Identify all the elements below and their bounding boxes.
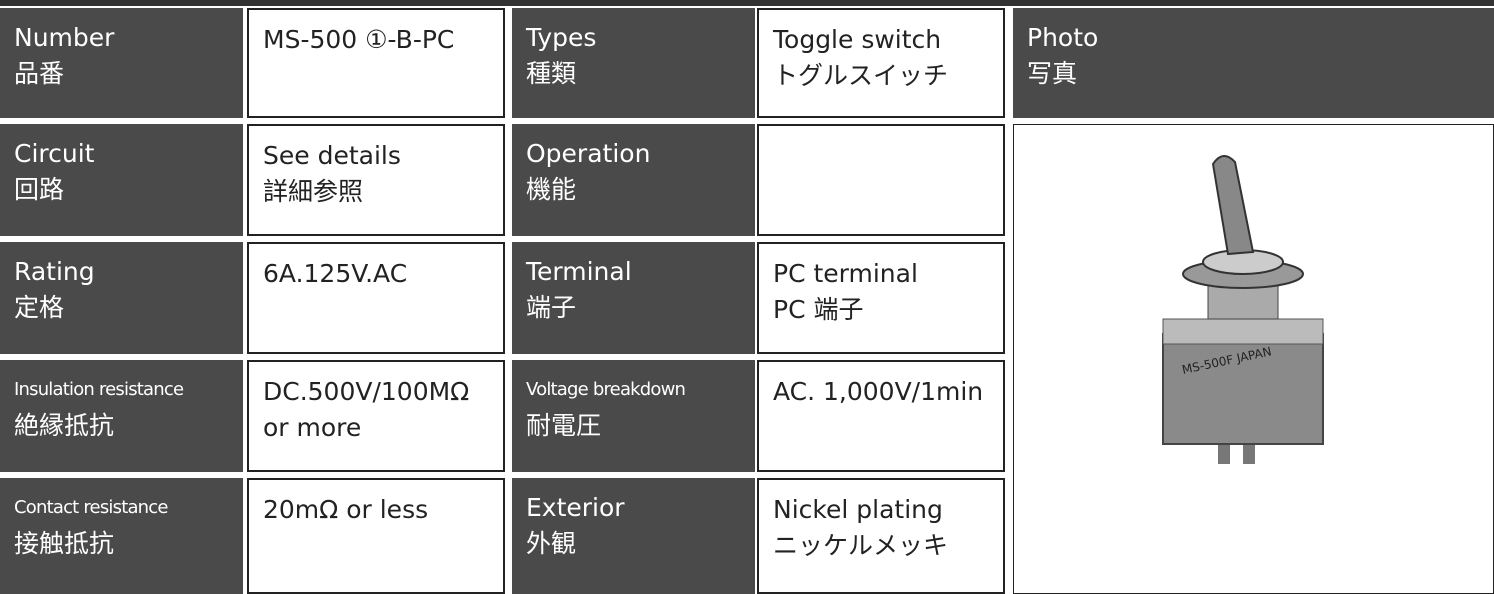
cell-text: Number	[14, 23, 115, 52]
label-cell: Rating 定格	[0, 242, 243, 354]
value-cell: Toggle switch トグルスイッチ	[757, 8, 1005, 118]
label-cell: Types 種類	[512, 8, 755, 118]
label-cell: Number 品番	[0, 8, 243, 118]
cell-text: DC.500V/100MΩ	[263, 377, 470, 406]
cell-text: Voltage breakdown	[526, 379, 686, 400]
cell-text: 端子	[526, 293, 577, 322]
cell-text: 品番	[14, 59, 65, 88]
cell-text: Photo	[1027, 23, 1099, 52]
value-cell: AC. 1,000V/1min	[757, 360, 1005, 472]
photo-image: MS-500F JAPAN	[1013, 124, 1494, 594]
cell-text: Insulation resistance	[14, 379, 184, 400]
cell-text: トグルスイッチ	[773, 61, 949, 90]
cell-text: 詳細参照	[263, 177, 364, 206]
label-cell: Voltage breakdown 耐電圧	[512, 360, 755, 472]
cell-text: Circuit	[14, 139, 95, 168]
top-bar	[0, 0, 1494, 6]
cell-text: or more	[263, 413, 362, 442]
cell-text: Terminal	[526, 257, 632, 286]
value-cell: PC terminal PC 端子	[757, 242, 1005, 354]
cell-text: 6A.125V.AC	[263, 259, 408, 288]
value-cell: Nickel plating ニッケルメッキ	[757, 478, 1005, 594]
cell-text: 絶縁抵抗	[14, 411, 115, 440]
cell-text: See details	[263, 141, 401, 170]
cell-text: 写真	[1027, 59, 1078, 88]
label-cell: Exterior 外観	[512, 478, 755, 594]
cell-text: Exterior	[526, 493, 625, 522]
cell-text: PC terminal	[773, 259, 918, 288]
cell-text: Rating	[14, 257, 95, 286]
cell-text: PC 端子	[773, 295, 864, 324]
cell-text: AC. 1,000V/1min	[773, 377, 984, 406]
cell-text: Toggle switch	[773, 25, 942, 54]
value-cell: 6A.125V.AC	[247, 242, 505, 354]
value-cell	[757, 124, 1005, 236]
cell-text: 耐電圧	[526, 411, 602, 440]
photo-header: Photo 写真	[1013, 8, 1494, 118]
cell-text: MS-500 ①-B-PC	[263, 25, 455, 54]
cell-text: 機能	[526, 175, 577, 204]
label-cell: Contact resistance 接触抵抗	[0, 478, 243, 594]
label-cell: Circuit 回路	[0, 124, 243, 236]
label-cell: Insulation resistance 絶縁抵抗	[0, 360, 243, 472]
label-cell: Operation 機能	[512, 124, 755, 236]
cell-text: 外観	[526, 529, 577, 558]
cell-text: Contact resistance	[14, 497, 168, 518]
cell-text: Operation	[526, 139, 651, 168]
value-cell: 20mΩ or less	[247, 478, 505, 594]
cell-text: Nickel plating	[773, 495, 943, 524]
cell-text: 種類	[526, 59, 577, 88]
value-cell: MS-500 ①-B-PC	[247, 8, 505, 118]
cell-text: ニッケルメッキ	[773, 531, 949, 560]
label-cell: Terminal 端子	[512, 242, 755, 354]
cell-text: 接触抵抗	[14, 529, 115, 558]
cell-text: Types	[526, 23, 597, 52]
cell-text: 20mΩ or less	[263, 495, 429, 524]
value-cell: DC.500V/100MΩ or more	[247, 360, 505, 472]
cell-text: 回路	[14, 175, 65, 204]
cell-text: 定格	[14, 293, 65, 322]
value-cell: See details 詳細参照	[247, 124, 505, 236]
